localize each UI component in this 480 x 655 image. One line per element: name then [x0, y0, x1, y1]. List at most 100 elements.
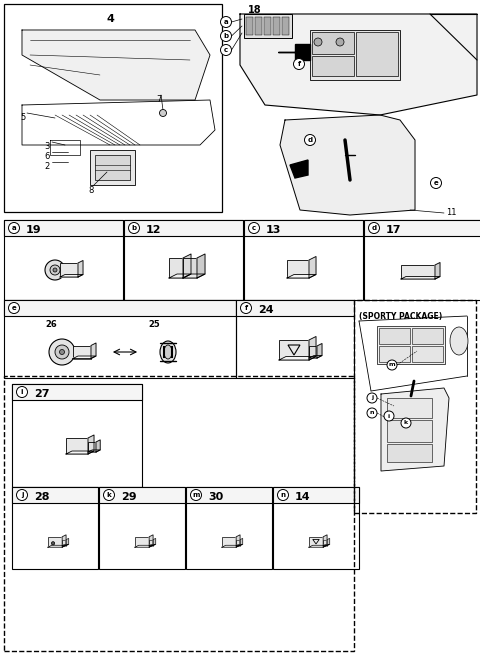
Bar	[312, 32, 354, 54]
Bar	[4, 300, 236, 316]
Bar	[244, 220, 363, 236]
Circle shape	[159, 109, 167, 117]
Circle shape	[220, 16, 231, 28]
Text: 6: 6	[44, 152, 49, 161]
Bar	[73, 345, 91, 358]
Bar	[60, 263, 78, 277]
Circle shape	[401, 418, 411, 428]
Text: 29: 29	[121, 492, 137, 502]
Bar	[236, 300, 354, 316]
Circle shape	[431, 178, 442, 189]
Text: d: d	[307, 137, 312, 143]
Polygon shape	[135, 545, 153, 547]
Polygon shape	[280, 115, 415, 215]
Circle shape	[384, 411, 394, 421]
Text: 3: 3	[44, 142, 49, 151]
Bar	[310, 30, 400, 80]
Polygon shape	[309, 356, 322, 358]
Polygon shape	[183, 274, 205, 278]
Polygon shape	[309, 257, 316, 278]
Circle shape	[367, 393, 377, 403]
Bar	[135, 537, 149, 547]
Bar	[246, 17, 253, 35]
Circle shape	[49, 339, 75, 365]
Polygon shape	[287, 274, 316, 278]
Polygon shape	[236, 544, 243, 546]
Circle shape	[16, 386, 27, 398]
Bar	[323, 540, 327, 546]
Text: c: c	[224, 47, 228, 53]
Polygon shape	[197, 254, 205, 278]
Bar	[4, 220, 123, 300]
Bar	[48, 537, 62, 547]
Circle shape	[53, 268, 57, 272]
Polygon shape	[96, 440, 100, 452]
Bar	[12, 487, 98, 503]
Text: 2: 2	[44, 162, 49, 171]
Circle shape	[240, 303, 252, 314]
Polygon shape	[183, 254, 191, 278]
Text: 4: 4	[106, 14, 114, 24]
Bar	[354, 300, 476, 513]
Bar	[273, 487, 359, 503]
Bar	[4, 376, 354, 651]
Circle shape	[51, 542, 55, 545]
Bar	[88, 442, 96, 452]
Bar	[169, 258, 183, 278]
Text: b: b	[132, 225, 137, 231]
Bar	[412, 328, 443, 344]
Bar	[408, 269, 420, 275]
Polygon shape	[88, 435, 94, 454]
Text: e: e	[433, 180, 438, 186]
Polygon shape	[48, 545, 66, 547]
Text: 12: 12	[146, 225, 161, 235]
Text: f: f	[298, 61, 300, 67]
Text: j: j	[21, 492, 23, 498]
Bar	[312, 56, 354, 76]
Bar	[264, 17, 271, 35]
Bar	[387, 398, 432, 418]
Bar	[4, 220, 123, 236]
Polygon shape	[153, 538, 156, 546]
Circle shape	[277, 489, 288, 500]
Text: 25: 25	[148, 320, 160, 329]
Polygon shape	[222, 545, 240, 547]
Text: a: a	[224, 19, 228, 25]
Bar	[364, 220, 480, 300]
Text: k: k	[107, 492, 111, 498]
Circle shape	[293, 58, 304, 69]
Bar	[236, 300, 354, 378]
Bar	[12, 384, 142, 400]
Text: n: n	[280, 492, 286, 498]
Bar	[377, 326, 445, 364]
Bar	[412, 346, 443, 362]
Circle shape	[220, 45, 231, 56]
Circle shape	[60, 350, 64, 354]
Polygon shape	[78, 261, 83, 277]
Text: 27: 27	[34, 389, 49, 399]
Polygon shape	[91, 343, 96, 358]
Bar	[183, 258, 197, 278]
Bar	[90, 150, 135, 185]
Polygon shape	[290, 160, 308, 178]
Bar	[236, 540, 240, 546]
Bar	[273, 17, 280, 35]
Bar	[244, 14, 292, 38]
Bar	[222, 537, 236, 547]
Bar	[172, 263, 178, 273]
Polygon shape	[309, 337, 316, 360]
Text: 7: 7	[156, 95, 161, 104]
Polygon shape	[149, 535, 153, 547]
Bar	[4, 4, 222, 212]
Bar	[282, 17, 289, 35]
Bar	[186, 487, 272, 503]
Circle shape	[249, 223, 260, 233]
Text: a: a	[12, 225, 16, 231]
Text: i: i	[388, 413, 390, 419]
Polygon shape	[279, 356, 316, 360]
Text: m: m	[389, 362, 396, 367]
Bar	[124, 220, 243, 236]
Circle shape	[9, 303, 20, 314]
Text: 26: 26	[45, 320, 57, 329]
Text: f: f	[244, 305, 248, 311]
